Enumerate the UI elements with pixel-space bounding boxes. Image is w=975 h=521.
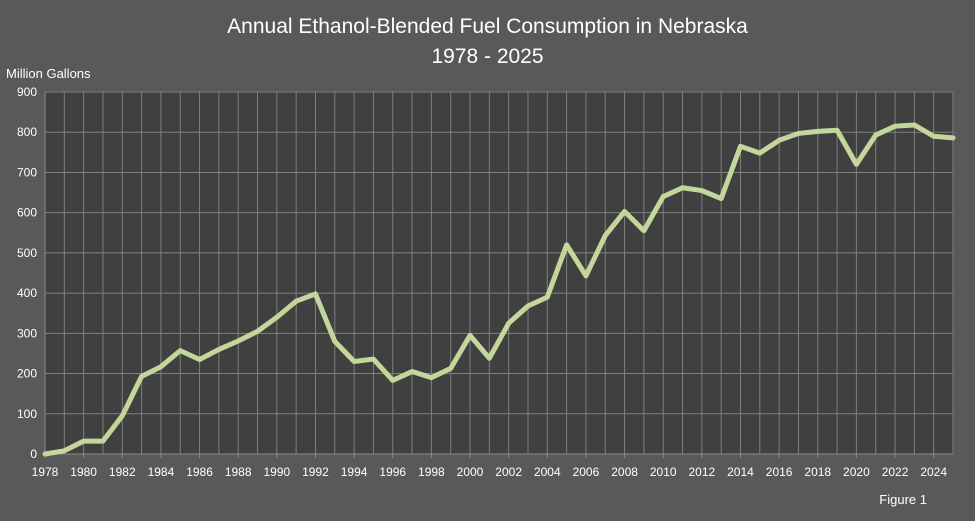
x-tick-label: 1992 (302, 465, 329, 479)
x-tick-label: 2012 (688, 465, 715, 479)
plot-area (45, 92, 953, 454)
y-tick-label: 400 (17, 286, 37, 300)
series-line (42, 122, 956, 457)
x-tick-label: 2022 (882, 465, 909, 479)
y-axis-label: Million Gallons (6, 66, 91, 81)
y-tick-label: 700 (17, 165, 37, 179)
x-tick-label: 2000 (457, 465, 484, 479)
y-tick-label: 500 (17, 246, 37, 260)
x-tick-label: 1998 (418, 465, 445, 479)
x-tick-label: 1990 (263, 465, 290, 479)
y-tick-label: 0 (30, 447, 37, 461)
x-tick-label: 1988 (225, 465, 252, 479)
x-tick-label: 2008 (611, 465, 638, 479)
x-tick-label: 1980 (70, 465, 97, 479)
x-tick-label: 2010 (650, 465, 677, 479)
figure-label: Figure 1 (879, 492, 927, 507)
x-tick-label: 1986 (186, 465, 213, 479)
x-tick-label: 2020 (843, 465, 870, 479)
y-tick-label: 600 (17, 206, 37, 220)
x-tick-label: 2006 (573, 465, 600, 479)
x-tick-label: 1982 (109, 465, 136, 479)
x-tick-label: 1994 (341, 465, 368, 479)
x-tick-label: 2014 (727, 465, 754, 479)
x-tick-label: 2016 (766, 465, 793, 479)
y-tick-label: 300 (17, 326, 37, 340)
x-tick-label: 2018 (804, 465, 831, 479)
x-tick-label: 2004 (534, 465, 561, 479)
x-tick-label: 2024 (920, 465, 947, 479)
x-tick-label: 1978 (32, 465, 59, 479)
y-tick-label: 200 (17, 367, 37, 381)
x-tick-label: 1996 (379, 465, 406, 479)
y-tick-label: 100 (17, 407, 37, 421)
chart-title: Annual Ethanol-Blended Fuel Consumption … (227, 15, 748, 38)
x-tick-label: 2002 (495, 465, 522, 479)
y-tick-label: 900 (17, 85, 37, 99)
y-tick-label: 800 (17, 125, 37, 139)
chart-subtitle: 1978 - 2025 (431, 45, 544, 68)
x-tick-label: 1984 (148, 465, 175, 479)
